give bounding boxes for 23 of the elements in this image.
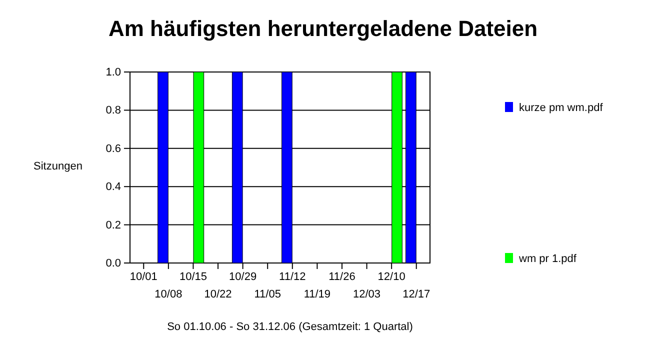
legend-label: kurze pm wm.pdf [519, 102, 604, 114]
y-tick-label: 0.8 [106, 104, 121, 117]
x-axis-title: So 01.10.06 - So 31.12.06 (Gesamtzeit: 1 Quartal) [167, 321, 413, 333]
x-tick-label: 10/15 [179, 270, 207, 283]
x-tick-label: 10/01 [130, 270, 158, 283]
y-tick-label: 0.0 [106, 258, 121, 270]
y-tick-label: 1.0 [106, 66, 121, 79]
y-tick-label: 0.6 [106, 142, 121, 155]
x-tick-label: 11/26 [328, 270, 356, 283]
chart-title: Am häufigsten heruntergeladene Dateien [108, 16, 538, 41]
x-tick-label: 12/03 [353, 288, 381, 300]
y-tick-label: 0.4 [106, 181, 121, 194]
x-tick-label: 12/10 [378, 270, 406, 283]
legend-label: wm pr 1.pdf [518, 253, 578, 265]
x-tick-label: 11/05 [254, 288, 281, 300]
x-tick-label: 12/17 [402, 288, 430, 300]
x-tick-label: 11/12 [279, 270, 306, 283]
x-tick-label: 10/22 [204, 288, 232, 300]
x-tick-label: 10/29 [229, 270, 257, 283]
x-tick-label: 10/08 [154, 288, 182, 300]
x-tick-label: 11/19 [304, 288, 331, 300]
y-axis-title: Sitzungen [34, 160, 82, 172]
y-tick-label: 0.2 [106, 219, 121, 232]
